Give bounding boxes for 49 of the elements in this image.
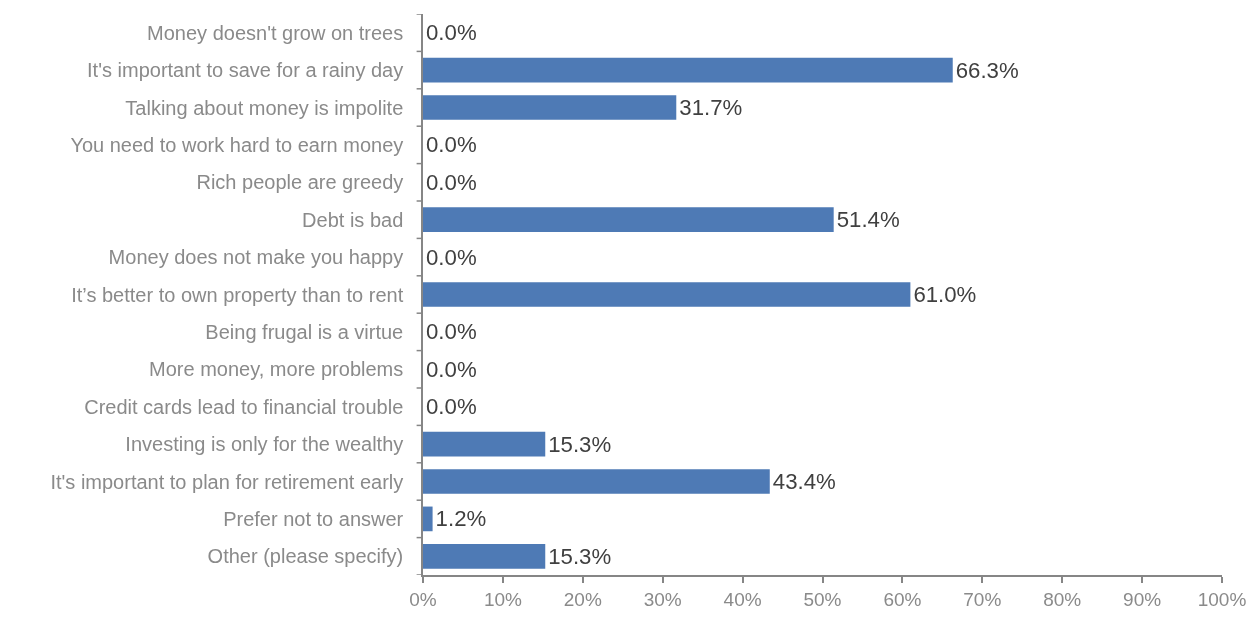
bar bbox=[423, 469, 770, 494]
x-tick-label: 70% bbox=[963, 588, 1002, 610]
data-label: 1.2% bbox=[435, 506, 487, 532]
x-tick-label: 20% bbox=[563, 588, 602, 610]
x-tick-label: 100% bbox=[1197, 588, 1247, 610]
y-tick-label: It's important to plan for retirement early bbox=[50, 470, 404, 493]
x-tick-label: 0% bbox=[409, 588, 437, 610]
y-tick-label: Money does not make you happy bbox=[108, 246, 404, 269]
y-tick-label: You need to work hard to earn money bbox=[70, 133, 404, 156]
x-tick-label: 40% bbox=[723, 588, 762, 610]
data-label: 61.0% bbox=[913, 281, 977, 307]
y-tick-label: Investing is only for the wealthy bbox=[125, 433, 404, 456]
bar bbox=[423, 282, 911, 307]
data-label: 51.4% bbox=[836, 207, 900, 233]
x-tick-label: 50% bbox=[803, 588, 842, 610]
data-label: 0.0% bbox=[426, 20, 477, 46]
x-tick-label: 80% bbox=[1043, 588, 1082, 610]
y-tick-label: Debt is bad bbox=[302, 208, 404, 231]
y-tick-label: Money doesn't grow on trees bbox=[147, 21, 404, 44]
bar bbox=[423, 95, 677, 120]
y-tick-label: More money, more problems bbox=[149, 358, 404, 381]
bar bbox=[423, 431, 546, 457]
data-label: 43.4% bbox=[772, 468, 836, 494]
x-tick-label: 30% bbox=[643, 588, 682, 610]
data-label: 66.3% bbox=[955, 57, 1019, 83]
y-tick-label: It’s better to own property than to rent bbox=[71, 283, 404, 306]
data-label: 0.0% bbox=[426, 169, 477, 195]
y-tick-label: Rich people are greedy bbox=[196, 171, 404, 194]
y-tick-label: Other (please specify) bbox=[207, 545, 404, 568]
x-tick-label: 10% bbox=[483, 588, 523, 610]
bar bbox=[423, 543, 546, 569]
y-tick-label: Credit cards lead to financial trouble bbox=[84, 395, 404, 418]
data-label: 15.3% bbox=[548, 431, 612, 457]
data-label: 0.0% bbox=[426, 244, 477, 270]
y-tick-label: Talking about money is impolite bbox=[125, 96, 404, 119]
x-tick-label: 90% bbox=[1123, 588, 1162, 610]
y-tick-label: Being frugal is a virtue bbox=[205, 320, 404, 343]
data-label: 0.0% bbox=[426, 132, 477, 158]
data-label: 0.0% bbox=[426, 319, 477, 345]
data-label: 15.3% bbox=[548, 543, 612, 569]
data-label: 0.0% bbox=[426, 356, 477, 382]
x-tick-label: 60% bbox=[883, 588, 922, 610]
bar bbox=[423, 57, 953, 83]
data-label: 0.0% bbox=[426, 394, 477, 420]
bar bbox=[423, 506, 433, 532]
data-label: 31.7% bbox=[679, 94, 743, 120]
y-tick-label: It's important to save for a rainy day bbox=[87, 59, 404, 82]
bar bbox=[423, 207, 834, 233]
y-tick-label: Prefer not to answer bbox=[223, 507, 404, 530]
